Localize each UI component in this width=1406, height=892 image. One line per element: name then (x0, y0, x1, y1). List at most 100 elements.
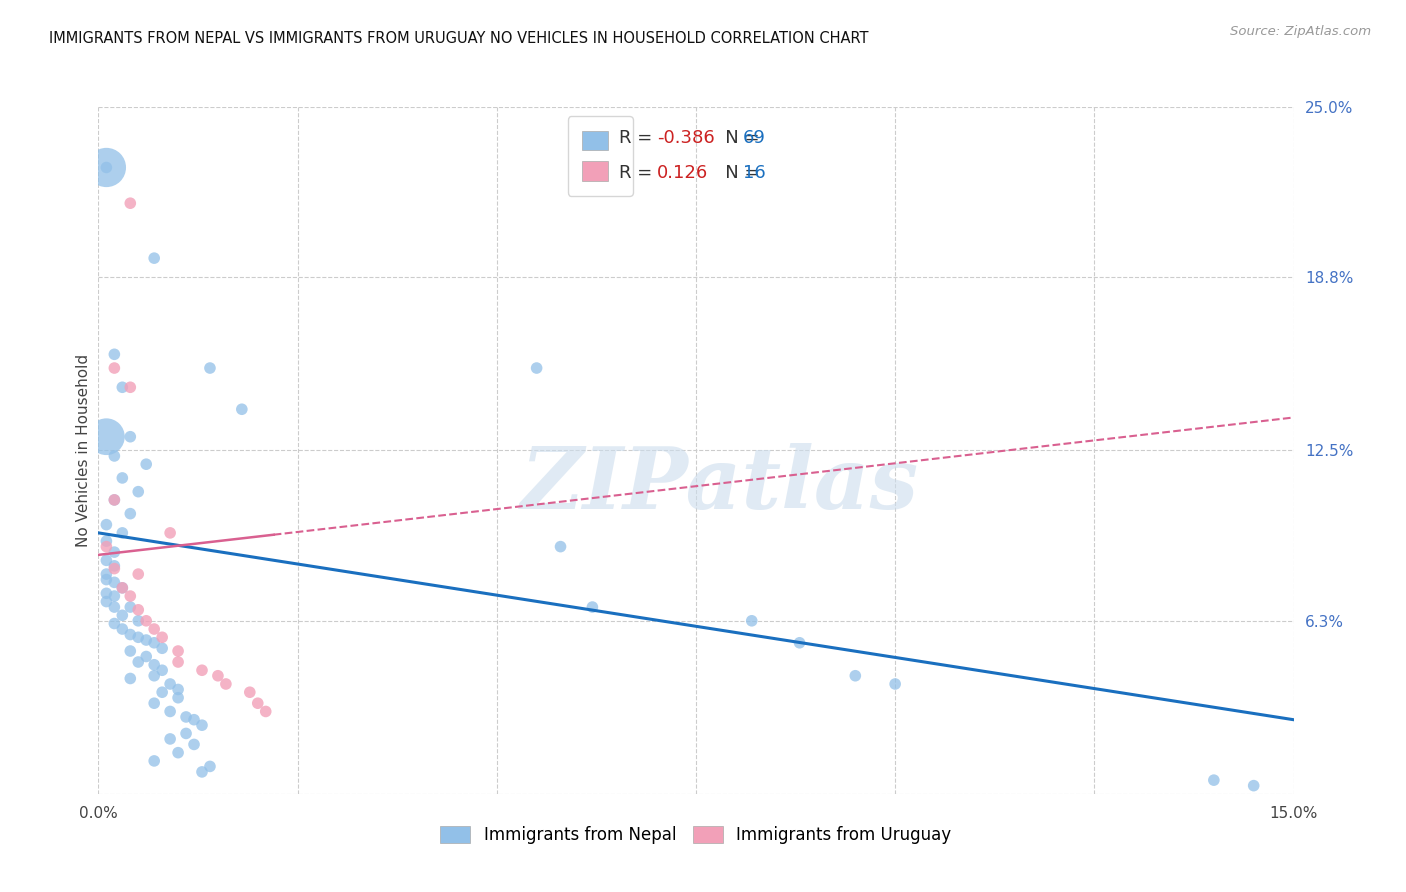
Point (143, 696, 166, 710)
Point (135, 614, 157, 628)
Text: R =: R = (619, 164, 658, 182)
Point (103, 347, 125, 361)
Point (150, 685, 173, 699)
Point (191, 718, 214, 732)
Point (207, 669, 229, 683)
Point (143, 657, 166, 672)
Point (120, 627, 142, 641)
Point (884, 677, 907, 691)
Point (103, 545, 125, 559)
Point (191, 764, 214, 779)
Point (127, 484, 149, 499)
Point (159, 525, 181, 540)
Point (143, 636, 166, 650)
Point (167, 682, 190, 697)
Point (96, 594, 118, 608)
Point (174, 710, 197, 724)
Text: -0.386: -0.386 (657, 129, 714, 147)
Point (103, 492, 125, 507)
Text: N =: N = (707, 164, 765, 182)
Point (96, 534, 118, 549)
Point (167, 644, 190, 658)
Point (120, 196, 142, 211)
Point (143, 669, 166, 683)
Point (127, 614, 149, 628)
Point (191, 663, 214, 677)
Point (120, 600, 142, 615)
Point (103, 558, 125, 573)
Point (174, 726, 197, 740)
Text: IMMIGRANTS FROM NEPAL VS IMMIGRANTS FROM URUGUAY NO VEHICLES IN HOUSEHOLD CORREL: IMMIGRANTS FROM NEPAL VS IMMIGRANTS FROM… (49, 31, 869, 46)
Point (143, 251, 166, 265)
Point (1202, 773, 1225, 788)
Point (127, 630, 149, 644)
Text: 16: 16 (742, 164, 766, 182)
Point (844, 669, 866, 683)
Point (96, 567, 118, 582)
Point (143, 754, 166, 768)
Point (96, 430, 118, 444)
Point (120, 380, 142, 394)
Point (741, 614, 763, 628)
Text: N =: N = (707, 129, 765, 147)
Point (103, 589, 125, 603)
Point (111, 622, 134, 636)
Point (1243, 779, 1265, 793)
Point (135, 649, 157, 664)
Point (127, 603, 149, 617)
Point (103, 492, 125, 507)
Point (127, 655, 149, 669)
Point (198, 361, 221, 376)
Point (198, 759, 221, 773)
Point (150, 630, 173, 644)
Point (150, 641, 173, 656)
Point (103, 561, 125, 575)
Point (96, 586, 118, 600)
Point (150, 663, 173, 677)
Point (111, 581, 134, 595)
Point (120, 589, 142, 603)
Point (526, 361, 548, 376)
Point (111, 471, 134, 485)
Point (215, 677, 238, 691)
Point (159, 731, 181, 746)
Point (96, 161, 118, 175)
Point (103, 616, 125, 631)
Y-axis label: No Vehicles in Household: No Vehicles in Household (76, 354, 91, 547)
Point (789, 636, 811, 650)
Point (103, 449, 125, 463)
Point (120, 672, 142, 686)
Point (550, 540, 572, 554)
Point (111, 581, 134, 595)
Point (159, 705, 181, 719)
Point (135, 457, 157, 471)
Point (103, 600, 125, 615)
Point (103, 361, 125, 376)
Point (581, 600, 603, 615)
Text: Source: ZipAtlas.com: Source: ZipAtlas.com (1230, 25, 1371, 38)
Point (120, 430, 142, 444)
Point (167, 690, 190, 705)
Point (183, 738, 205, 752)
Point (231, 402, 253, 417)
Point (96, 540, 118, 554)
Legend: Immigrants from Nepal, Immigrants from Uruguay: Immigrants from Nepal, Immigrants from U… (440, 826, 952, 844)
Point (96, 517, 118, 532)
Point (159, 677, 181, 691)
Point (183, 713, 205, 727)
Point (111, 608, 134, 623)
Point (120, 507, 142, 521)
Point (96, 573, 118, 587)
Point (111, 380, 134, 394)
Point (254, 705, 277, 719)
Point (111, 525, 134, 540)
Point (143, 622, 166, 636)
Text: R =: R = (619, 129, 658, 147)
Point (127, 567, 149, 582)
Point (246, 696, 269, 710)
Point (103, 575, 125, 590)
Point (96, 553, 118, 567)
Text: 0.126: 0.126 (657, 164, 709, 182)
Point (135, 633, 157, 648)
Point (167, 746, 190, 760)
